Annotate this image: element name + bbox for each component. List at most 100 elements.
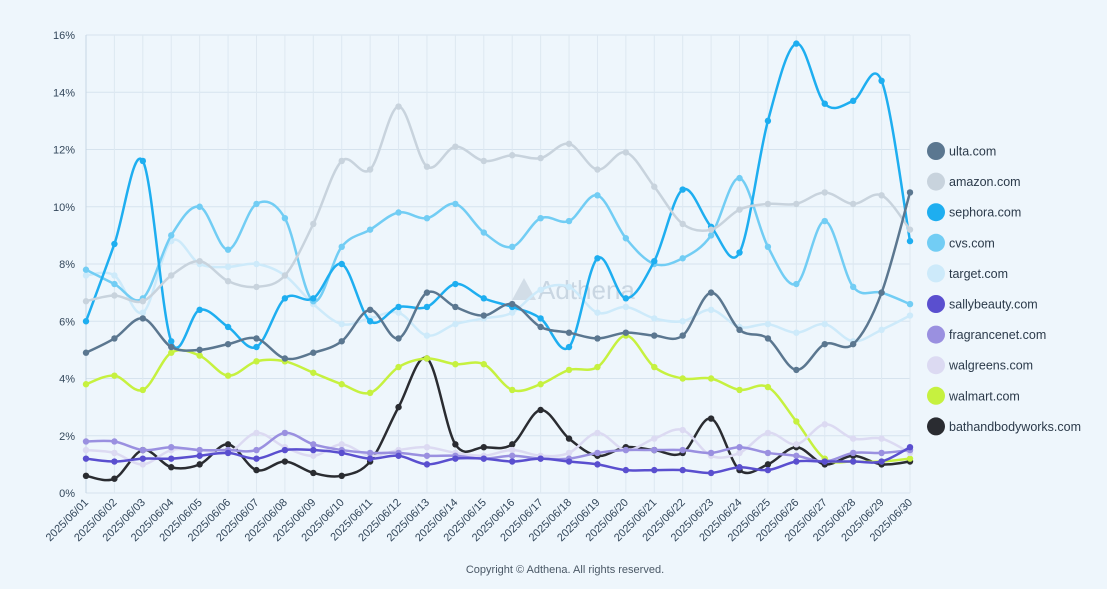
data-point-cvs-com[interactable] xyxy=(736,174,743,182)
data-point-walmart-com[interactable] xyxy=(509,386,516,394)
data-point-cvs-com[interactable] xyxy=(707,232,715,239)
data-point-bathandbodyworks-com[interactable] xyxy=(168,464,175,471)
data-point-bathandbodyworks-com[interactable] xyxy=(537,406,544,414)
data-point-sallybeauty-com[interactable] xyxy=(736,464,743,471)
data-point-target-com[interactable] xyxy=(622,303,630,311)
data-point-amazon-com[interactable] xyxy=(253,283,260,291)
legend-item-sallybeauty-com[interactable]: sallybeauty.com xyxy=(927,295,1038,313)
data-point-target-com[interactable] xyxy=(338,320,345,328)
data-point-sallybeauty-com[interactable] xyxy=(395,452,402,459)
data-point-ulta-com[interactable] xyxy=(594,335,601,342)
data-point-amazon-com[interactable] xyxy=(594,166,601,173)
data-point-fragrancenet-com[interactable] xyxy=(423,452,431,459)
data-point-cvs-com[interactable] xyxy=(338,243,345,251)
data-point-cvs-com[interactable] xyxy=(366,226,374,233)
data-point-cvs-com[interactable] xyxy=(679,255,686,262)
data-point-walgreens-com[interactable] xyxy=(594,429,601,437)
data-point-amazon-com[interactable] xyxy=(310,220,317,228)
data-point-amazon-com[interactable] xyxy=(111,292,118,299)
data-point-ulta-com[interactable] xyxy=(679,332,686,339)
data-point-walgreens-com[interactable] xyxy=(139,461,147,468)
data-point-ulta-com[interactable] xyxy=(395,335,402,342)
data-point-target-com[interactable] xyxy=(253,260,260,268)
data-point-bathandbodyworks-com[interactable] xyxy=(281,458,289,465)
data-point-cvs-com[interactable] xyxy=(849,283,857,291)
data-point-walmart-com[interactable] xyxy=(537,381,544,388)
data-point-cvs-com[interactable] xyxy=(452,200,459,208)
data-point-bathandbodyworks-com[interactable] xyxy=(565,435,573,442)
data-point-amazon-com[interactable] xyxy=(196,257,203,265)
data-point-ulta-com[interactable] xyxy=(736,326,743,334)
data-point-sallybeauty-com[interactable] xyxy=(281,446,289,454)
data-point-amazon-com[interactable] xyxy=(423,163,431,170)
data-point-cvs-com[interactable] xyxy=(906,300,914,308)
data-point-ulta-com[interactable] xyxy=(224,340,232,348)
data-point-fragrancenet-com[interactable] xyxy=(622,446,630,454)
data-point-cvs-com[interactable] xyxy=(82,266,90,273)
data-point-sallybeauty-com[interactable] xyxy=(253,455,260,462)
data-point-ulta-com[interactable] xyxy=(281,355,289,362)
data-point-target-com[interactable] xyxy=(707,306,715,313)
data-point-amazon-com[interactable] xyxy=(679,220,686,228)
data-point-cvs-com[interactable] xyxy=(565,217,573,225)
data-point-fragrancenet-com[interactable] xyxy=(736,444,743,451)
data-point-ulta-com[interactable] xyxy=(338,338,345,345)
legend-item-bathandbodyworks-com[interactable]: bathandbodyworks.com xyxy=(927,417,1081,436)
data-point-sephora-com[interactable] xyxy=(679,186,686,193)
data-point-sephora-com[interactable] xyxy=(480,295,487,302)
data-point-fragrancenet-com[interactable] xyxy=(366,449,374,457)
data-point-cvs-com[interactable] xyxy=(224,246,232,253)
data-point-walgreens-com[interactable] xyxy=(253,429,260,437)
data-point-cvs-com[interactable] xyxy=(764,243,772,251)
data-point-amazon-com[interactable] xyxy=(906,226,914,233)
data-point-amazon-com[interactable] xyxy=(622,149,630,156)
legend-item-amazon-com[interactable]: amazon.com xyxy=(927,172,1021,191)
data-point-fragrancenet-com[interactable] xyxy=(196,446,203,454)
data-point-sephora-com[interactable] xyxy=(253,343,260,351)
data-point-amazon-com[interactable] xyxy=(281,272,289,279)
data-point-bathandbodyworks-com[interactable] xyxy=(480,444,487,451)
data-point-cvs-com[interactable] xyxy=(509,243,516,251)
data-point-sallybeauty-com[interactable] xyxy=(651,466,658,474)
data-point-cvs-com[interactable] xyxy=(111,280,118,288)
data-point-bathandbodyworks-com[interactable] xyxy=(196,461,203,468)
data-point-walmart-com[interactable] xyxy=(310,369,317,376)
data-point-walgreens-com[interactable] xyxy=(878,435,885,442)
data-point-sallybeauty-com[interactable] xyxy=(452,455,459,462)
data-point-cvs-com[interactable] xyxy=(537,215,544,222)
data-point-amazon-com[interactable] xyxy=(480,157,487,165)
data-point-sephora-com[interactable] xyxy=(168,338,175,345)
data-point-sephora-com[interactable] xyxy=(224,323,232,331)
data-point-walgreens-com[interactable] xyxy=(509,446,516,454)
data-point-ulta-com[interactable] xyxy=(168,343,175,351)
data-point-amazon-com[interactable] xyxy=(651,183,658,190)
data-point-sephora-com[interactable] xyxy=(139,157,147,165)
data-point-amazon-com[interactable] xyxy=(452,143,459,150)
data-point-walmart-com[interactable] xyxy=(736,386,743,394)
data-point-sallybeauty-com[interactable] xyxy=(338,449,345,457)
data-point-walmart-com[interactable] xyxy=(111,372,118,379)
data-point-ulta-com[interactable] xyxy=(253,335,260,342)
data-point-walgreens-com[interactable] xyxy=(849,435,857,442)
data-point-amazon-com[interactable] xyxy=(537,154,544,162)
data-point-ulta-com[interactable] xyxy=(82,349,90,356)
data-point-sallybeauty-com[interactable] xyxy=(707,469,715,477)
legend-item-target-com[interactable]: target.com xyxy=(927,264,1008,283)
data-point-fragrancenet-com[interactable] xyxy=(679,446,686,454)
data-point-cvs-com[interactable] xyxy=(793,280,800,288)
data-point-cvs-com[interactable] xyxy=(168,232,175,239)
data-point-fragrancenet-com[interactable] xyxy=(253,446,260,454)
data-point-cvs-com[interactable] xyxy=(423,215,431,222)
data-point-amazon-com[interactable] xyxy=(878,192,885,199)
data-point-sallybeauty-com[interactable] xyxy=(139,455,147,462)
data-point-ulta-com[interactable] xyxy=(707,289,715,296)
data-point-sallybeauty-com[interactable] xyxy=(878,458,885,465)
data-point-sephora-com[interactable] xyxy=(423,303,431,311)
data-point-target-com[interactable] xyxy=(537,286,544,293)
data-point-target-com[interactable] xyxy=(821,320,828,328)
data-point-sallybeauty-com[interactable] xyxy=(82,455,90,462)
data-point-bathandbodyworks-com[interactable] xyxy=(452,441,459,448)
data-point-target-com[interactable] xyxy=(423,332,431,339)
data-point-sallybeauty-com[interactable] xyxy=(224,449,232,457)
data-point-target-com[interactable] xyxy=(565,283,573,291)
